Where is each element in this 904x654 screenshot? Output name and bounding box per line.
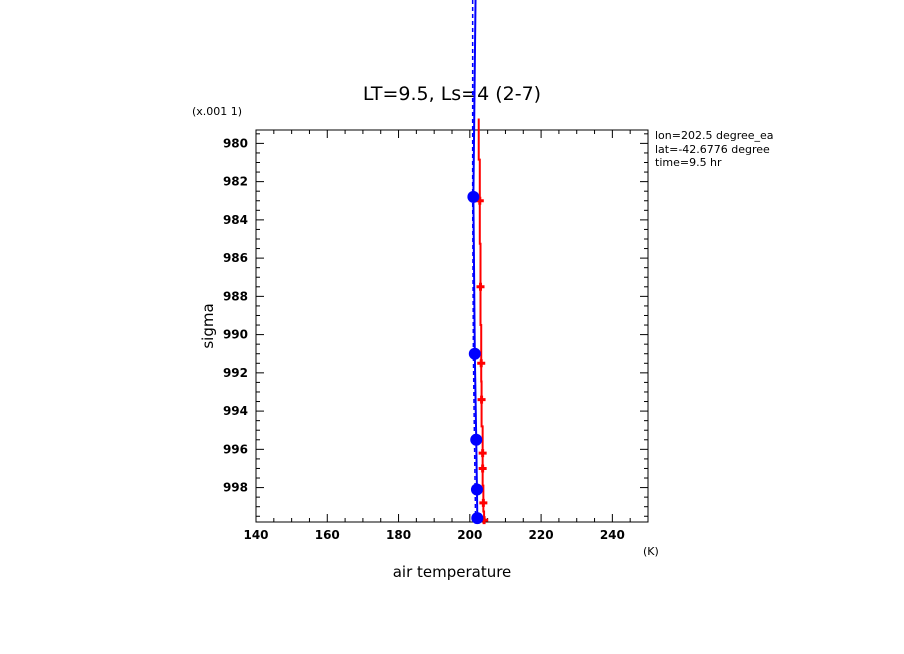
series-0-point	[478, 449, 487, 458]
y-tick-label: 992	[223, 366, 248, 380]
series-0-point	[477, 395, 486, 404]
series-0-point	[476, 282, 485, 291]
y-tick-label: 982	[223, 175, 248, 189]
y-tick-label: 994	[223, 404, 248, 418]
y-tick-label: 996	[223, 442, 248, 456]
x-tick-label: 160	[315, 528, 340, 542]
annotation-lon: lon=202.5 degree_ea	[655, 129, 774, 142]
y-scale-note: (x.001 1)	[192, 105, 242, 118]
x-unit-label: (K)	[643, 545, 659, 558]
plot-frame	[255, 129, 649, 523]
x-axis-label: air temperature	[393, 563, 512, 581]
series-1-point	[470, 433, 483, 446]
y-tick-label: 984	[223, 213, 248, 227]
y-tick-label: 986	[223, 251, 248, 265]
series-0-point	[478, 464, 487, 473]
x-tick-label: 200	[457, 528, 482, 542]
series-0-point	[477, 359, 486, 368]
x-tick-label: 240	[600, 528, 625, 542]
series-0-point	[479, 498, 488, 507]
y-tick-label: 980	[223, 136, 248, 150]
chart-title: LT=9.5, Ls=4 (2-7)	[363, 83, 541, 105]
series-1-point	[470, 483, 483, 496]
x-tick-label: 140	[243, 528, 268, 542]
y-tick-label: 988	[223, 289, 248, 303]
series-2-line	[471, 0, 477, 519]
series-1-point	[471, 512, 484, 525]
x-tick-label: 220	[529, 528, 554, 542]
annotation-lat: lat=-42.6776 degree	[655, 143, 770, 156]
x-tick-label: 180	[386, 528, 411, 542]
annotation-time: time=9.5 hr	[655, 156, 722, 169]
y-tick-label: 990	[223, 328, 248, 342]
series-0-line	[477, 118, 486, 521]
y-tick-label: 998	[223, 481, 248, 495]
y-axis-label: sigma	[199, 303, 217, 348]
series-1-point	[468, 347, 481, 360]
